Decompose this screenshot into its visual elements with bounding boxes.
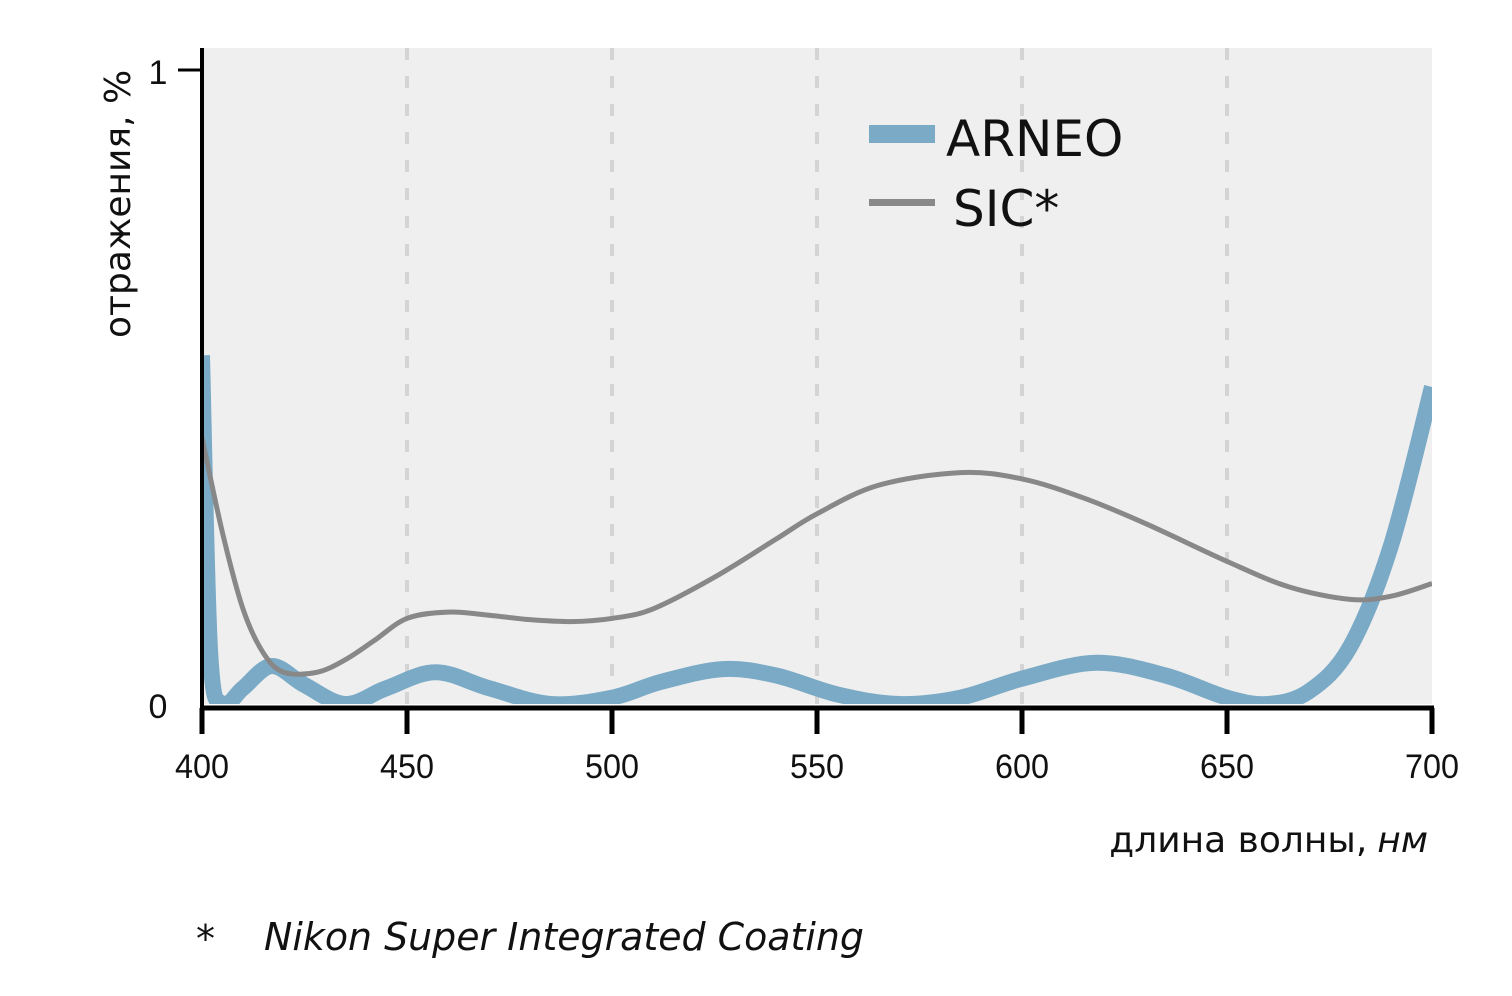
legend-label-arneo: ARNEO [946, 110, 1123, 168]
y-tick-label-0: 0 [149, 688, 168, 726]
y-tick-label-1: 1 [149, 54, 168, 92]
x-tick-label-550: 550 [790, 748, 844, 786]
legend-label-sic: SIC* [953, 180, 1059, 238]
plot-background [202, 48, 1432, 704]
series-line-sic [202, 437, 1432, 677]
legend-swatch-sic [869, 199, 935, 206]
x-tick-label-400: 400 [175, 748, 229, 786]
series-line-arneo [202, 355, 1432, 704]
x-tick-label-600: 600 [995, 748, 1049, 786]
y-axis-title: отражения, % [98, 70, 139, 338]
footnote-text: Nikon Super Integrated Coating [264, 915, 864, 959]
y-tick-labels: 01 [149, 54, 168, 726]
x-axis-title-text: длина волны, [1109, 820, 1367, 861]
legend-swatch-arneo [869, 125, 935, 143]
x-tick-label-450: 450 [380, 748, 434, 786]
x-tick-labels: 400 450 500 550 600 650 700 [175, 748, 1459, 786]
x-tick-label-700: 700 [1405, 748, 1459, 786]
x-axis-title: длина волны, нм [1109, 820, 1428, 861]
x-axis-title-unit: нм [1377, 820, 1428, 861]
legend: ARNEO SIC* [869, 110, 1123, 238]
x-tick-label-500: 500 [585, 748, 639, 786]
footnote-marker: * [196, 917, 215, 961]
x-tick-label-650: 650 [1200, 748, 1254, 786]
axes [178, 48, 1435, 734]
series-lines [202, 355, 1432, 704]
